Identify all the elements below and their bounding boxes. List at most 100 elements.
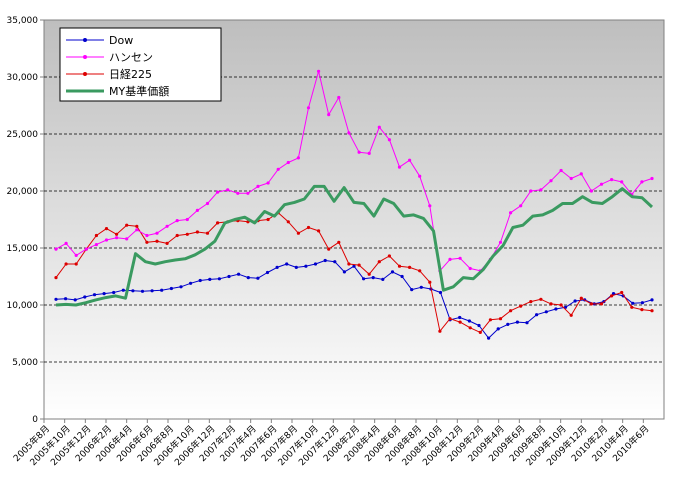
data-point <box>227 274 231 279</box>
data-point <box>377 125 381 129</box>
data-point <box>226 188 230 192</box>
data-point <box>54 276 58 280</box>
data-point <box>327 247 331 251</box>
y-tick-label: 5,000 <box>12 358 38 368</box>
data-point <box>408 265 412 269</box>
data-point <box>104 227 109 231</box>
data-point <box>539 297 543 301</box>
data-point <box>276 167 280 171</box>
data-point <box>145 240 149 244</box>
data-point <box>275 265 279 269</box>
data-point <box>630 305 634 309</box>
data-point <box>467 319 471 323</box>
data-point <box>554 307 558 311</box>
data-point <box>650 309 654 313</box>
data-point <box>175 233 179 238</box>
data-point <box>579 172 583 176</box>
data-point <box>428 280 432 284</box>
data-point <box>438 329 442 333</box>
data-point <box>125 223 129 227</box>
data-point <box>266 217 270 222</box>
data-point <box>198 278 202 283</box>
data-point <box>195 230 199 234</box>
data-point <box>509 309 513 313</box>
data-point <box>205 231 210 235</box>
series-line <box>55 212 653 333</box>
data-point <box>145 233 149 238</box>
y-tick-label: 25,000 <box>7 130 39 140</box>
data-point <box>448 257 452 261</box>
data-point <box>165 241 169 245</box>
data-point <box>519 304 523 308</box>
series-line <box>55 184 654 307</box>
data-point <box>650 176 654 181</box>
data-point <box>610 294 614 298</box>
legend-label: Dow <box>109 34 133 47</box>
data-point <box>317 69 321 73</box>
data-point <box>579 296 583 300</box>
data-point <box>216 190 220 194</box>
data-point <box>371 276 375 280</box>
data-point <box>496 327 500 331</box>
legend-marker <box>83 38 87 42</box>
data-point <box>246 276 250 280</box>
data-point <box>400 274 404 279</box>
data-point <box>589 189 594 193</box>
data-point <box>125 237 129 241</box>
data-point <box>573 299 577 303</box>
data-point <box>387 254 391 258</box>
data-point <box>216 221 220 225</box>
data-point <box>488 318 492 322</box>
data-point <box>94 243 98 247</box>
data-point <box>104 238 109 242</box>
data-point <box>458 320 462 324</box>
data-point <box>347 262 351 266</box>
data-point <box>487 336 491 340</box>
data-point <box>478 330 482 334</box>
data-point <box>74 253 78 257</box>
data-point <box>189 281 193 285</box>
series-line <box>55 70 653 272</box>
data-point <box>217 277 221 281</box>
data-point <box>84 247 88 251</box>
data-point <box>102 292 106 296</box>
data-point <box>208 277 212 281</box>
legend-marker <box>83 72 87 76</box>
data-point <box>515 320 520 324</box>
data-point <box>64 241 68 245</box>
data-point <box>64 297 68 301</box>
data-point <box>179 285 183 289</box>
data-point <box>185 217 189 222</box>
data-point <box>468 266 472 271</box>
legend-label: MY基準価額 <box>109 84 169 98</box>
data-point <box>115 236 119 240</box>
data-point <box>112 290 116 295</box>
data-point <box>304 264 308 268</box>
y-tick-label: 35,000 <box>7 16 39 26</box>
data-point <box>529 300 533 304</box>
data-point <box>498 317 503 321</box>
data-point <box>620 290 624 295</box>
data-point <box>640 308 644 312</box>
data-point <box>458 256 462 260</box>
data-point <box>357 263 361 267</box>
data-point <box>569 313 573 317</box>
data-point <box>121 288 125 292</box>
data-point <box>448 317 452 321</box>
data-point <box>428 204 432 208</box>
data-point <box>256 276 260 280</box>
data-point <box>294 265 298 269</box>
data-point <box>54 247 58 251</box>
data-point <box>408 158 412 162</box>
data-point <box>54 297 58 301</box>
data-point <box>83 295 87 299</box>
data-point <box>620 180 624 184</box>
data-point <box>367 272 371 276</box>
y-tick-label: 10,000 <box>7 301 39 311</box>
data-point <box>169 286 173 291</box>
data-point <box>397 165 402 169</box>
data-point <box>296 156 300 160</box>
data-point <box>458 315 462 320</box>
data-point <box>286 160 290 165</box>
